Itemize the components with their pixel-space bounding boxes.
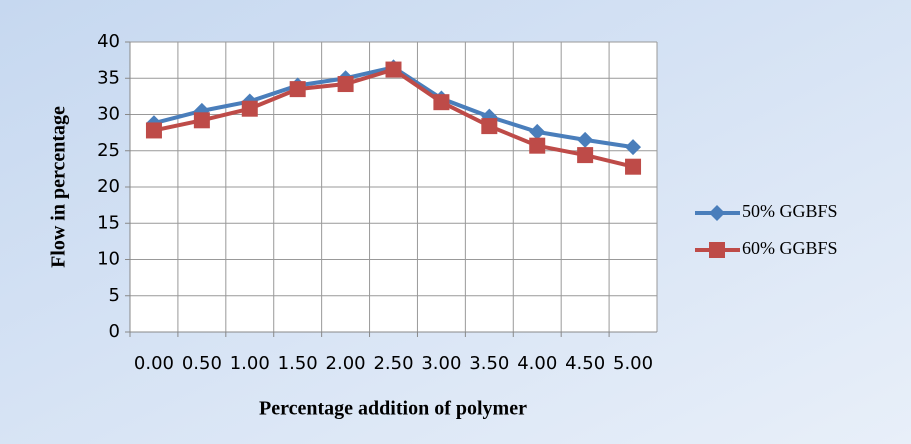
legend-label: 50% GGBFS: [742, 201, 838, 221]
point: [193, 112, 210, 129]
x-tick-label: 1.50: [278, 353, 318, 374]
x-tick-label: 3.00: [421, 353, 461, 374]
y-tick-label: 5: [109, 285, 120, 306]
point: [577, 131, 594, 148]
y-tick-label: 0: [109, 321, 120, 342]
legend-marker: [709, 242, 725, 258]
y-tick-label: 25: [97, 140, 120, 161]
point: [385, 61, 402, 78]
point: [625, 158, 642, 175]
x-tick-label: 3.50: [469, 353, 509, 374]
y-tick-label: 30: [97, 104, 120, 125]
y-tick-label: 10: [97, 249, 120, 270]
legend-marker: [709, 205, 725, 221]
point: [337, 76, 354, 93]
point: [241, 100, 258, 117]
x-tick-label: 4.00: [517, 353, 557, 374]
x-tick-label: 5.00: [613, 353, 653, 374]
y-axis-title: Flow in percentage: [48, 106, 70, 268]
point: [433, 94, 450, 111]
point: [625, 139, 642, 156]
point: [145, 122, 162, 139]
y-tick-label: 40: [97, 31, 120, 52]
point: [529, 137, 546, 154]
x-tick-label: 1.00: [230, 353, 270, 374]
y-tick-label: 15: [97, 212, 120, 233]
y-tick-label: 35: [97, 67, 120, 88]
point: [529, 123, 546, 140]
point: [481, 118, 498, 135]
x-tick-label: 2.50: [373, 353, 413, 374]
x-tick-label: 0.50: [182, 353, 222, 374]
point: [577, 147, 594, 164]
x-tick-label: 4.50: [565, 353, 605, 374]
legend-label: 60% GGBFS: [742, 238, 838, 258]
x-tick-label: 0.00: [134, 353, 174, 374]
x-tick-label: 2.00: [326, 353, 366, 374]
y-tick-label: 20: [97, 176, 120, 197]
x-axis-title: Percentage addition of polymer: [259, 398, 527, 420]
point: [289, 81, 306, 98]
